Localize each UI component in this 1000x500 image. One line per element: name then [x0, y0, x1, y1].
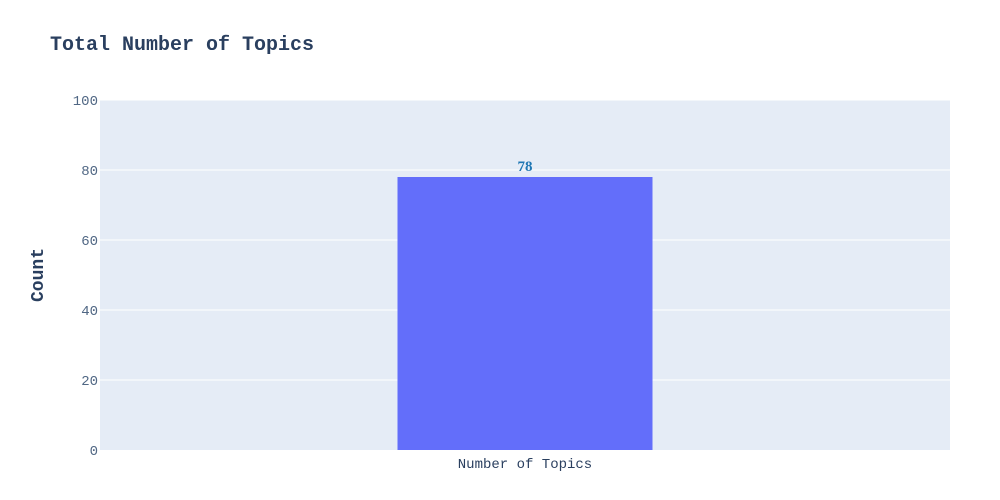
y-tick-label: 60: [81, 234, 98, 250]
bar: [397, 177, 653, 450]
y-tick-label: 20: [81, 374, 98, 390]
y-tick-label: 100: [73, 94, 98, 110]
y-axis-title: Count: [29, 248, 49, 302]
x-tick-label: Number of Topics: [458, 457, 592, 473]
x-axis-ticks: Number of Topics: [458, 457, 592, 473]
y-axis-ticks: 0 20 40 60 80 100: [73, 94, 98, 460]
y-tick-label: 40: [81, 304, 98, 320]
y-tick-label: 0: [90, 444, 98, 460]
data-labels: 78: [518, 159, 533, 175]
bars: [397, 177, 653, 450]
y-tick-label: 80: [81, 164, 98, 180]
bar-data-label: 78: [518, 159, 533, 175]
chart-title: Total Number of Topics: [50, 34, 314, 57]
